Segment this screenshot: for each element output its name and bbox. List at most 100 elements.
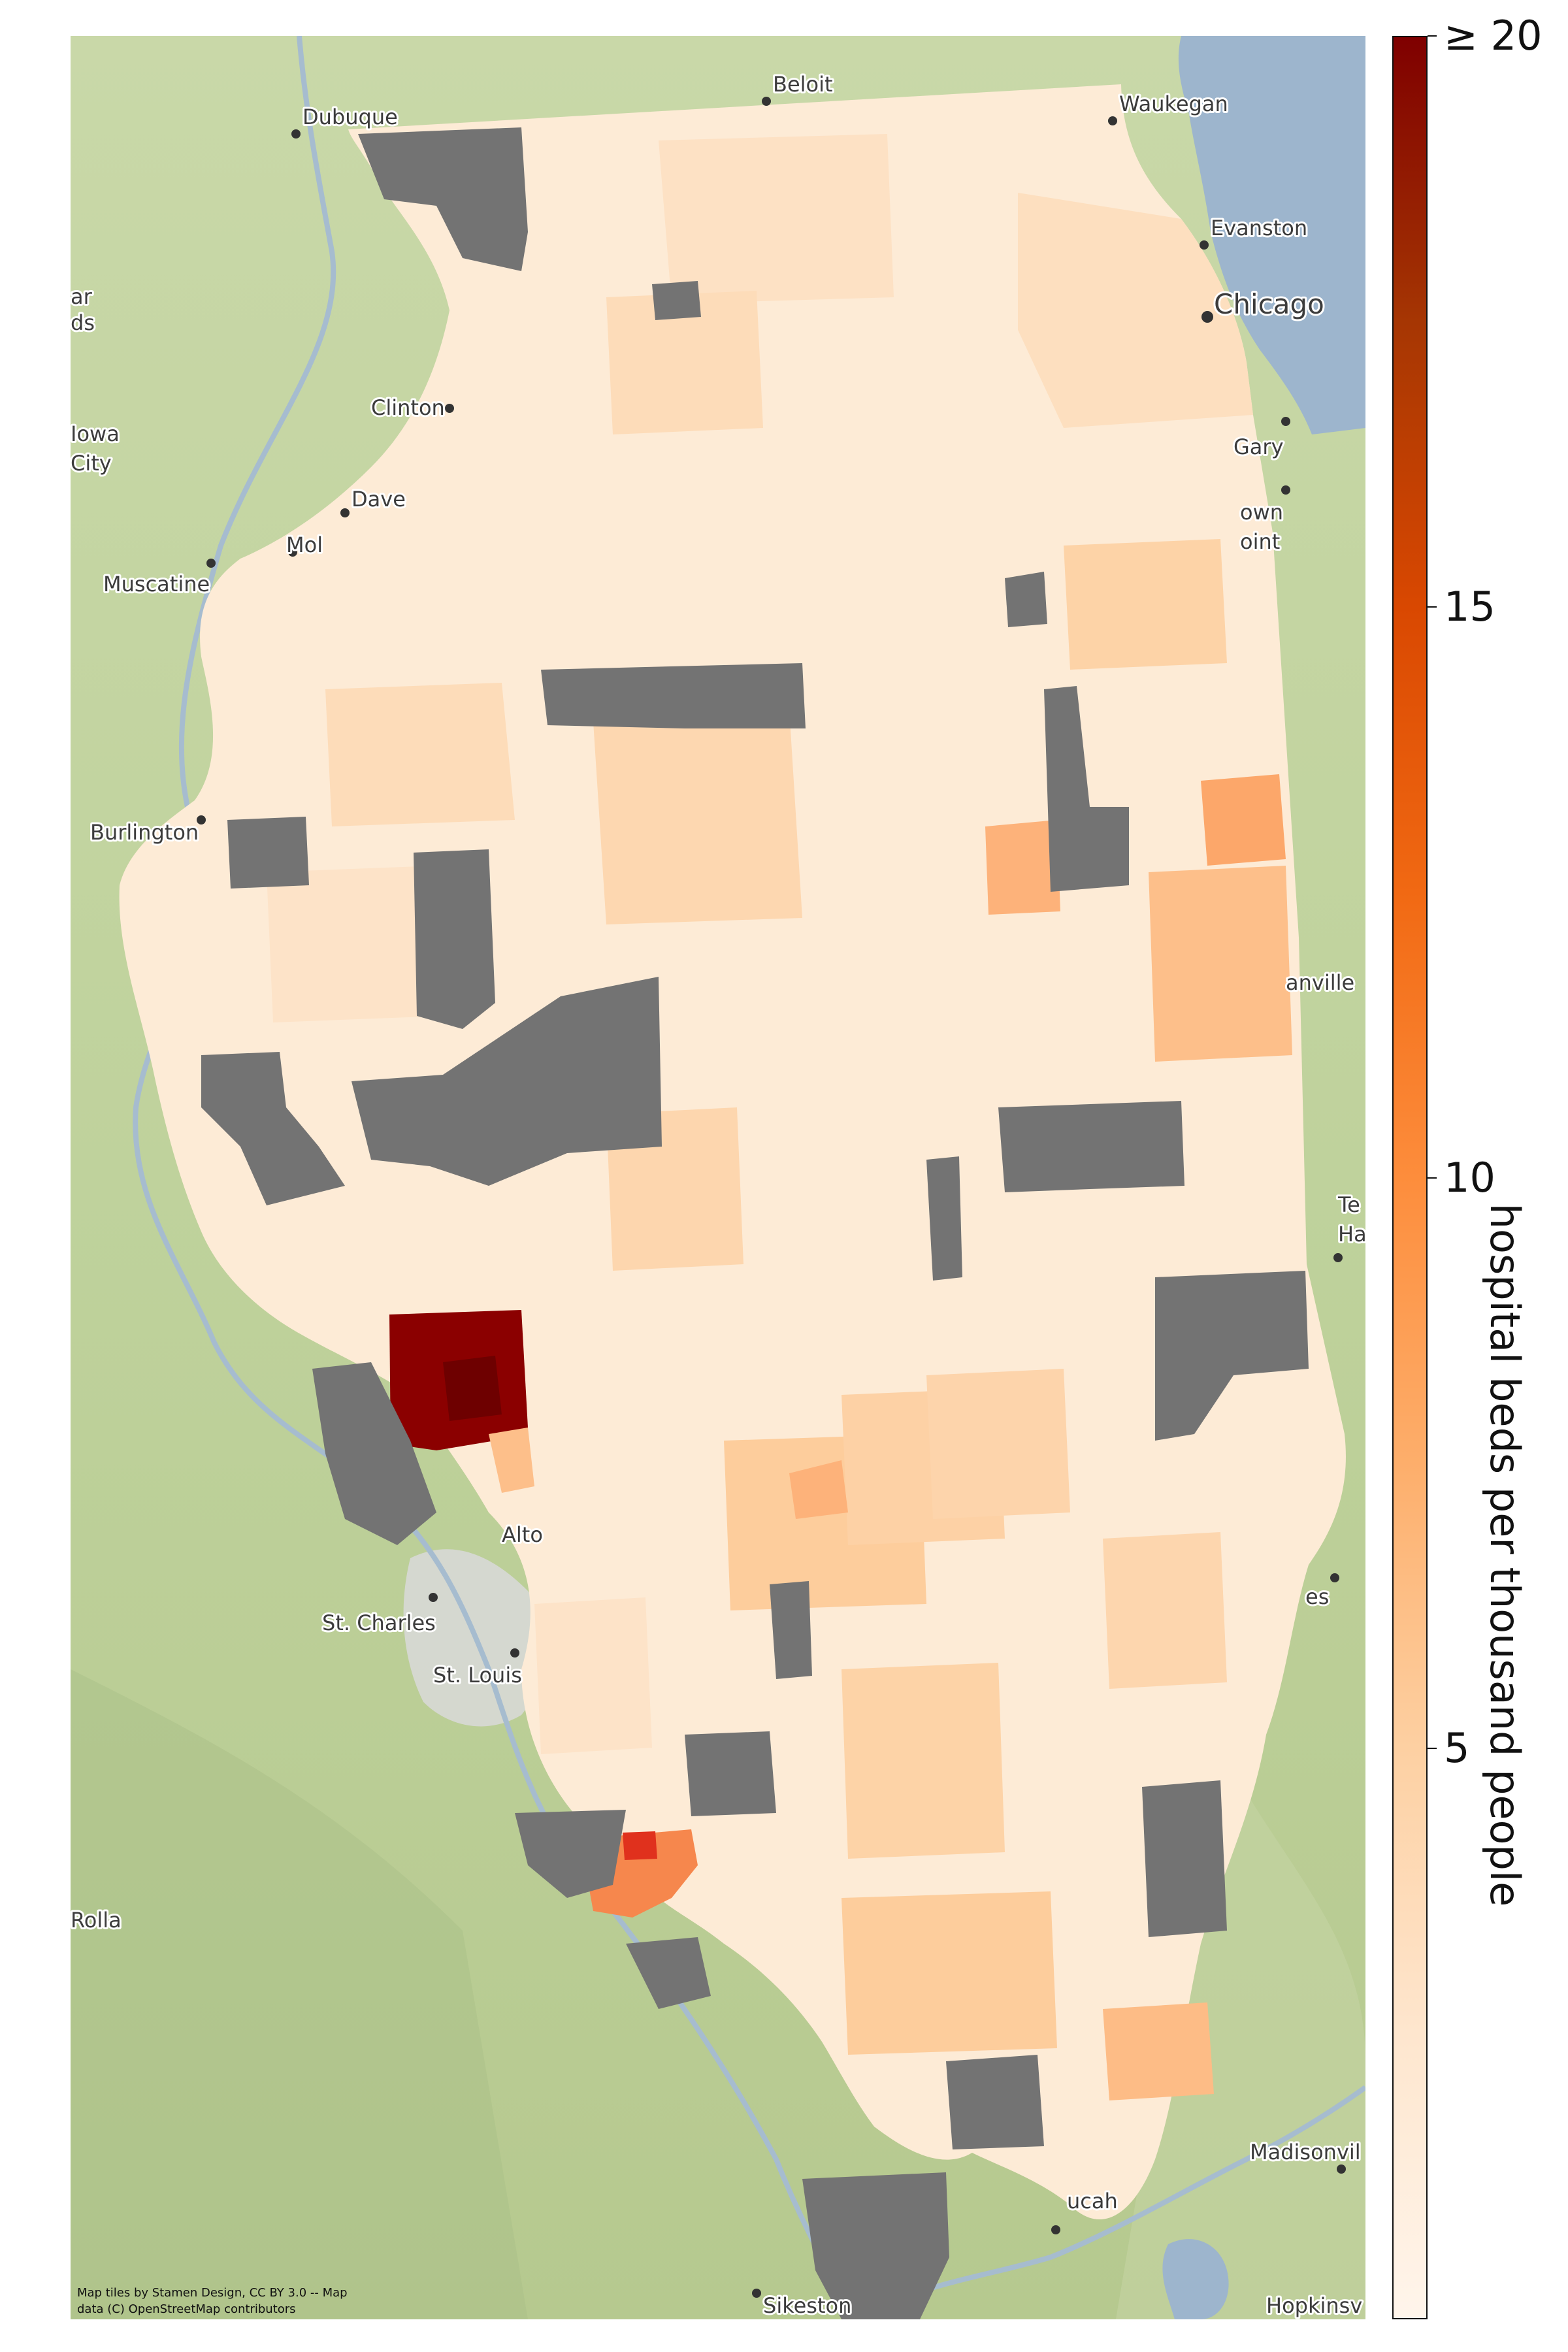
city-label: Beloit — [773, 72, 833, 97]
nodata-clinton — [685, 1731, 776, 1816]
city-evanston: Evanston — [1200, 214, 1309, 250]
county-southeast — [1103, 1532, 1227, 1689]
colorbar-tick — [1428, 606, 1437, 608]
city-label: Te — [1337, 1192, 1360, 1217]
city-danville: anville — [1284, 968, 1356, 997]
county-kankakee — [1064, 539, 1227, 670]
nodata-boone — [652, 281, 701, 320]
city-sikeston: Sikeston — [752, 2289, 853, 2319]
nodata-jo-daviess — [358, 127, 528, 271]
city-dubuque: Dubuque — [291, 103, 400, 139]
colorbar — [1392, 36, 1428, 2319]
colorbar-gradient — [1394, 37, 1426, 2318]
county-galesburg — [325, 683, 515, 826]
city-label: St. Charles — [322, 1610, 436, 1635]
nodata-pope — [946, 2055, 1044, 2149]
county-rockford — [606, 291, 763, 434]
city-iowa-city: Iowa City — [71, 419, 122, 478]
city-dot — [291, 129, 301, 139]
county-vermilion — [1201, 774, 1286, 866]
nodata-edgar — [1155, 1271, 1309, 1441]
county-macomb — [267, 866, 443, 1022]
city-alton: Alto — [500, 1520, 545, 1549]
city-beloit: Beloit — [762, 70, 835, 106]
city-label: oint — [1240, 529, 1280, 554]
county-marion — [789, 1460, 848, 1519]
city-label: Sikeston — [763, 2293, 851, 2318]
nodata-piatt — [998, 1101, 1184, 1192]
county-monroe-red — [623, 1831, 657, 1860]
city-dot — [206, 559, 216, 568]
city-davenport: Dave — [340, 485, 408, 517]
city-label: Clinton — [371, 395, 445, 420]
city-label: Muscatine — [103, 572, 210, 596]
city-label: St. Louis — [433, 1663, 522, 1688]
city-label: Burlington — [90, 820, 199, 845]
nodata-randolph — [626, 1937, 711, 2009]
city-label: Chicago — [1214, 288, 1324, 320]
city-dot — [1330, 1573, 1339, 1582]
city-label: City — [71, 451, 112, 476]
nodata-fulton — [351, 977, 662, 1186]
city-label: Rolla — [71, 1908, 122, 1933]
city-label: Gary — [1233, 434, 1284, 459]
city-vincennes: es — [1303, 1573, 1339, 1611]
county-peoria — [593, 709, 802, 924]
colorbar-tick-label: 5 — [1444, 1724, 1470, 1772]
city-dot — [1281, 417, 1290, 426]
nodata-alexander — [802, 2172, 949, 2319]
city-label: Ha — [1338, 1222, 1365, 1247]
city-terre-haute: Te Ha — [1333, 1190, 1365, 1262]
city-label: Dave — [351, 487, 406, 512]
county-cook-region — [1018, 193, 1253, 428]
nodata-knox — [414, 849, 495, 1029]
city-dot — [1201, 311, 1213, 323]
city-label: Waukegan — [1119, 91, 1228, 116]
city-label: ar — [71, 284, 93, 309]
terrain-shade — [71, 1669, 528, 2319]
county-jackson — [841, 1891, 1057, 2055]
map-attribution: Map tiles by Stamen Design, CC BY 3.0 --… — [77, 2286, 348, 2300]
city-st-charles: St. Charles — [320, 1593, 438, 1637]
ohio-river — [853, 2085, 1365, 2319]
city-label: Iowa — [71, 421, 120, 446]
terrain-shade-east — [1116, 1735, 1365, 2319]
city-dot — [429, 1593, 438, 1602]
county-saline — [1103, 2002, 1214, 2100]
county-mattoon — [926, 1369, 1070, 1519]
county-mt-vernon — [841, 1663, 1005, 1859]
nodata-mclean — [926, 1156, 962, 1281]
county-champaign — [1149, 866, 1292, 1062]
colorbar-tick-label: ≥ 20 — [1444, 12, 1543, 59]
lake-kentucky — [1162, 2239, 1229, 2319]
city-rolla: Rolla — [71, 1906, 123, 1935]
colorbar-title: hospital beds per thousand people — [1481, 1203, 1529, 1907]
lake-michigan — [1124, 36, 1365, 434]
city-dot — [1051, 2225, 1060, 2234]
colorbar-tick — [1428, 1177, 1437, 1179]
city-st-louis: St. Louis — [431, 1648, 524, 1690]
city-dot — [1337, 2164, 1346, 2174]
city-moline: Mol — [284, 531, 325, 559]
city-dot — [1333, 1253, 1343, 1262]
county-north-central — [659, 134, 894, 304]
city-label: Hopkinsv — [1266, 2293, 1362, 2318]
nodata-lasalle — [541, 663, 806, 728]
city-dot — [197, 815, 206, 825]
city-label: es — [1305, 1584, 1329, 1609]
city-clinton: Clinton — [369, 393, 454, 422]
nodata-ford — [1044, 686, 1129, 892]
city-dot — [445, 404, 454, 413]
colorbar-tick — [1428, 35, 1437, 37]
city-waukegan: Waukegan — [1108, 90, 1230, 125]
county-st-clair-area — [534, 1597, 652, 1754]
city-crown-point: own oint — [1238, 485, 1290, 556]
choropleth-map: Beloit Dubuque Waukegan Evanston Chicago… — [71, 36, 1365, 2319]
county-pike — [489, 1428, 534, 1493]
city-cedar-rapids: ar ds — [71, 282, 97, 337]
city-label: Madisonvil — [1250, 2140, 1361, 2164]
colorbar-tick-label: 10 — [1444, 1153, 1495, 1201]
city-label: ds — [71, 310, 95, 335]
city-label: Mol — [286, 532, 323, 557]
county-springfield — [606, 1107, 743, 1271]
